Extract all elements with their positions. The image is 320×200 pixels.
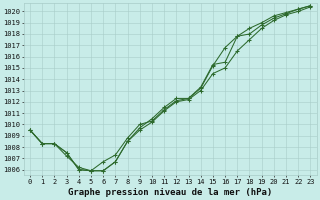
X-axis label: Graphe pression niveau de la mer (hPa): Graphe pression niveau de la mer (hPa)	[68, 188, 272, 197]
